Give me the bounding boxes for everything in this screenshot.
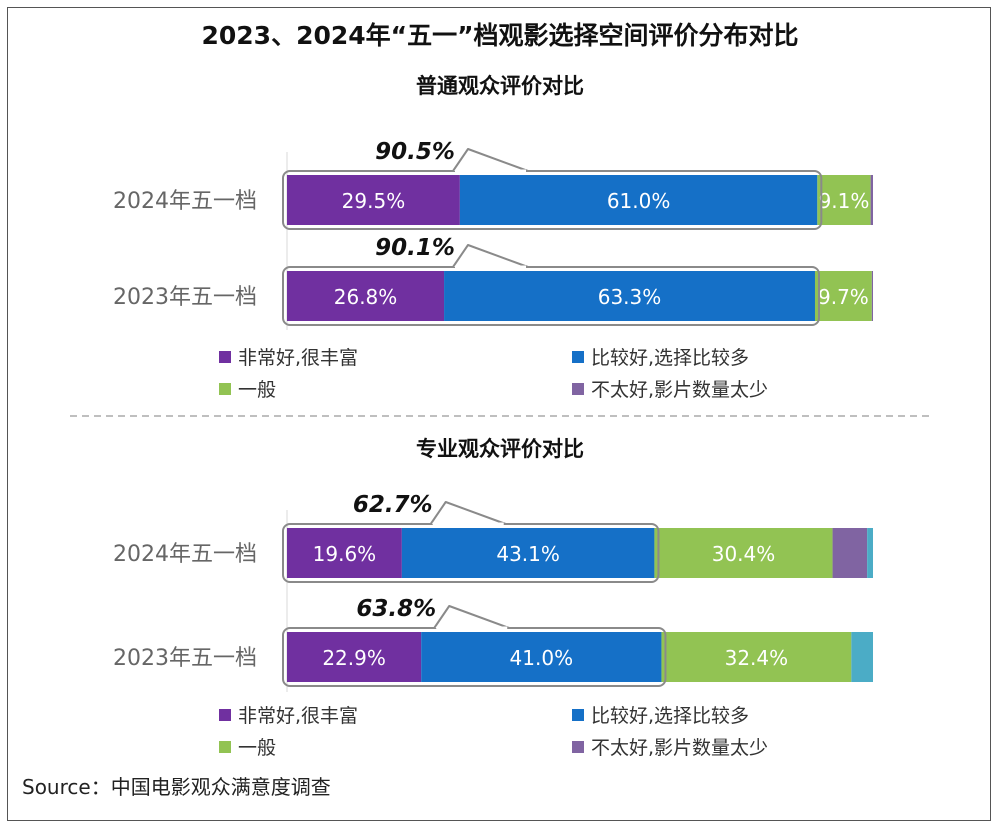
callout-pointer xyxy=(452,148,529,172)
callout-value: 62.7% xyxy=(353,492,433,518)
category-label: 2024年五一档 xyxy=(113,189,257,214)
chart-panels: 普通观众评价对比 2024年五一档 29.5% 61.0% 9.1% 90.5% 2023年… xyxy=(113,74,873,759)
legend-swatch xyxy=(572,741,584,753)
callout-pointer xyxy=(429,501,507,525)
legend-label: 非常好,很丰富 xyxy=(238,347,358,369)
legend-label: 比较好,选择比较多 xyxy=(591,705,749,727)
legend-label: 不太好,影片数量太少 xyxy=(591,737,768,759)
bar-segment xyxy=(832,528,868,578)
data-label: 29.5% xyxy=(342,189,406,213)
bar-segment xyxy=(867,528,873,578)
category-label: 2023年五一档 xyxy=(113,646,257,671)
legend-label: 比较好,选择比较多 xyxy=(591,347,749,369)
legend-swatch xyxy=(219,351,231,363)
bar-segment xyxy=(401,528,655,578)
highlight-box xyxy=(282,266,820,326)
data-label: 22.9% xyxy=(322,646,386,670)
data-label: 32.4% xyxy=(725,646,789,670)
bar-segment xyxy=(444,271,815,321)
bar-segment xyxy=(421,632,662,682)
bar-segment xyxy=(871,271,873,321)
callout-pointer xyxy=(433,605,510,629)
data-label: 43.1% xyxy=(496,542,560,566)
bar-segment xyxy=(654,528,833,578)
data-label: 9.7% xyxy=(818,285,869,309)
chart-title: 2023、2024年“五一”档观影选择空间评价分布对比 xyxy=(201,21,798,50)
legend-swatch xyxy=(219,709,231,721)
chart-panel-1: 普通观众评价对比 2024年五一档 29.5% 61.0% 9.1% 90.5% 2023年… xyxy=(113,74,873,401)
bar-segment xyxy=(287,632,422,682)
panel-title: 普通观众评价对比 xyxy=(416,74,584,98)
data-label: 30.4% xyxy=(712,542,776,566)
legend-swatch xyxy=(219,383,231,395)
bar-segment xyxy=(817,175,871,225)
bar-segment xyxy=(287,271,445,321)
source-note: Source：中国电影观众满意度调查 xyxy=(22,775,331,799)
bar-segment xyxy=(870,175,873,225)
data-label: 61.0% xyxy=(607,189,671,213)
bar-segment xyxy=(287,528,402,578)
data-label: 26.8% xyxy=(334,285,398,309)
category-label: 2024年五一档 xyxy=(113,542,257,567)
bar-segment xyxy=(287,175,460,225)
legend-label: 非常好,很丰富 xyxy=(238,705,358,727)
callout-value: 90.1% xyxy=(375,235,455,261)
bar-segment xyxy=(459,175,818,225)
legend-swatch xyxy=(572,351,584,363)
callout-pointer xyxy=(452,244,529,268)
highlight-box xyxy=(282,170,823,230)
data-label: 19.6% xyxy=(313,542,377,566)
chart-frame xyxy=(7,7,991,821)
legend-swatch xyxy=(219,741,231,753)
legend-swatch xyxy=(572,383,584,395)
data-label: 9.1% xyxy=(819,189,870,213)
legend-label: 一般 xyxy=(238,737,276,759)
legend-label: 不太好,影片数量太少 xyxy=(591,379,768,401)
bar-segment xyxy=(661,632,852,682)
bar-segment xyxy=(851,632,873,682)
callout-value: 63.8% xyxy=(356,596,436,622)
legend-label: 一般 xyxy=(238,379,276,401)
panel-title: 专业观众评价对比 xyxy=(416,437,584,461)
data-label: 41.0% xyxy=(510,646,574,670)
chart-panel-2: 专业观众评价对比 2024年五一档 19.6% 43.1% 30.4% 62.7% 2023… xyxy=(113,437,873,759)
bar-segment xyxy=(814,271,872,321)
callout-value: 90.5% xyxy=(375,139,455,165)
legend-swatch xyxy=(572,709,584,721)
category-label: 2023年五一档 xyxy=(113,285,257,310)
data-label: 63.3% xyxy=(598,285,662,309)
